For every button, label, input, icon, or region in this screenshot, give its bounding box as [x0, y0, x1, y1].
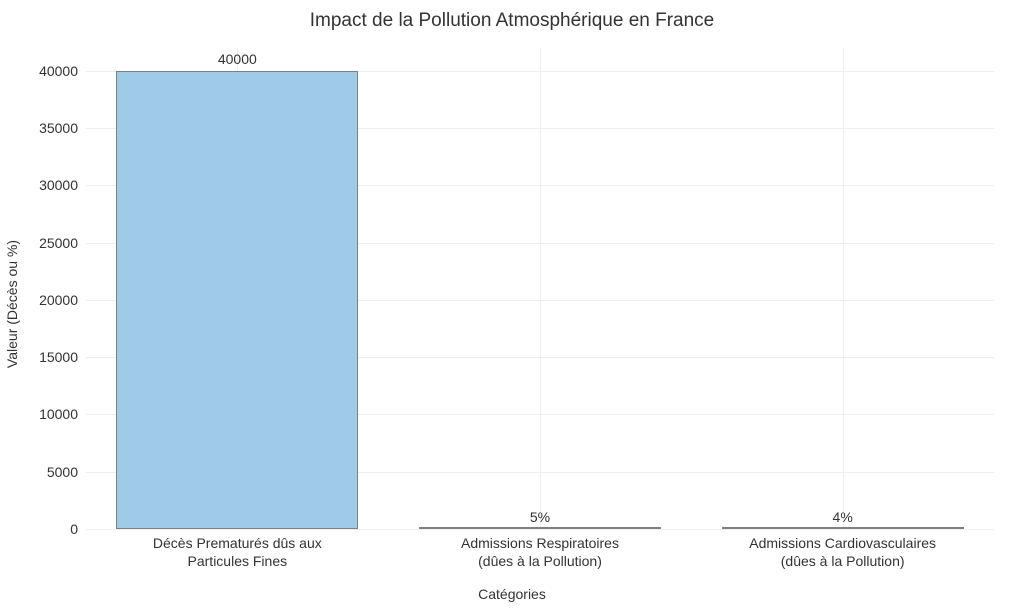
y-tick-label: 10000	[39, 406, 86, 422]
chart-container: Impact de la Pollution Atmosphérique en …	[0, 0, 1024, 608]
y-tick-label: 15000	[39, 349, 86, 365]
y-tick-label: 25000	[39, 235, 86, 251]
y-axis-label: Valeur (Décès ou %)	[4, 240, 20, 368]
grid-line-vertical	[843, 48, 844, 529]
y-tick-label: 0	[70, 521, 86, 537]
chart-title: Impact de la Pollution Atmosphérique en …	[0, 10, 1024, 32]
plot-area: 0500010000150002000025000300003500040000…	[86, 48, 994, 530]
y-tick-label: 5000	[47, 464, 86, 480]
bar	[116, 71, 358, 529]
y-tick-label: 30000	[39, 177, 86, 193]
x-tick-label: Admissions Cardiovasculaires (dûes à la …	[697, 529, 988, 570]
x-tick-label: Décès Prematurés dûs aux Particules Fine…	[92, 529, 383, 570]
bar-value-label: 40000	[218, 51, 257, 67]
y-tick-label: 40000	[39, 63, 86, 79]
bar-value-label: 5%	[530, 509, 550, 525]
bar-value-label: 4%	[833, 509, 853, 525]
x-tick-label: Admissions Respiratoires (dûes à la Poll…	[395, 529, 686, 570]
y-tick-label: 35000	[39, 120, 86, 136]
y-tick-label: 20000	[39, 292, 86, 308]
x-axis-label: Catégories	[0, 586, 1024, 602]
grid-line-vertical	[540, 48, 541, 529]
